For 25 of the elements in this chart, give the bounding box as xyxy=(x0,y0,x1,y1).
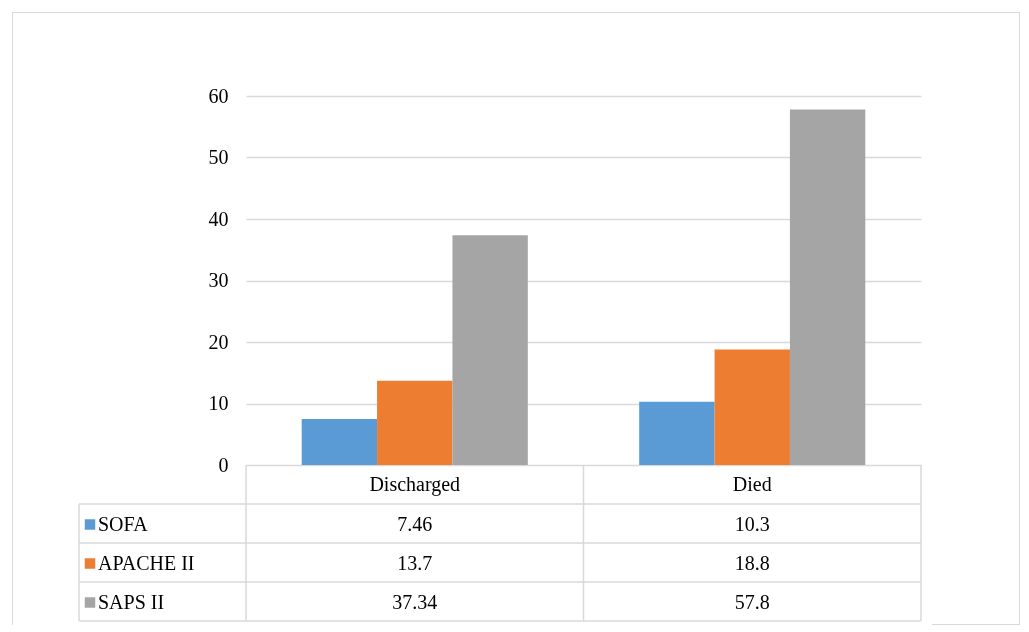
bar xyxy=(789,109,866,465)
data-label: 10.3 xyxy=(734,512,770,535)
bar xyxy=(714,349,790,465)
x-tick-label: Discharged xyxy=(369,472,461,496)
data-label: 57.8 xyxy=(734,590,770,613)
x-tick-label: Died xyxy=(732,472,772,495)
legend-label: APACHE II xyxy=(98,551,195,574)
y-tick-label: 40 xyxy=(208,207,229,230)
legend-label: SAPS II xyxy=(98,590,165,613)
chart-frame: Discharged Died 0 10 20 30 40 50 60 7.46 10.3 13.7 18.8 37.34 57.8 SOFA APACHE II SAPS II xyxy=(12,12,1020,625)
data-label: 13.7 xyxy=(397,551,433,574)
bar xyxy=(301,419,378,465)
legend-label: SOFA xyxy=(98,512,149,535)
y-tick-label: 10 xyxy=(208,392,229,414)
y-tick-label: 0 xyxy=(218,453,229,476)
bar xyxy=(452,235,528,465)
y-tick-label: 60 xyxy=(208,84,229,107)
y-tick-label: 30 xyxy=(208,269,229,291)
data-label: 37.34 xyxy=(392,590,438,613)
y-tick-label: 50 xyxy=(208,146,229,168)
data-label: 18.8 xyxy=(734,551,770,574)
bar xyxy=(639,401,715,465)
y-tick-label: 20 xyxy=(208,330,229,353)
data-label: 7.46 xyxy=(397,512,433,535)
bar xyxy=(377,380,453,465)
